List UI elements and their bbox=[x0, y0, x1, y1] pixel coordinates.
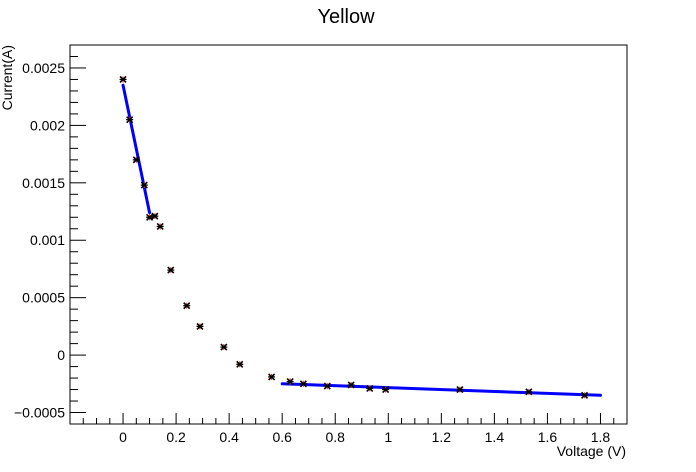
data-point bbox=[146, 213, 154, 221]
x-axis-ticks: 0 0.2 0.4 0.6 0.8 1 1.2 1.4 1.6 1.8 bbox=[69, 413, 628, 445]
y-tick-label: 0.001 bbox=[30, 232, 65, 248]
y-tick-label: 0.0015 bbox=[22, 175, 65, 191]
data-point bbox=[268, 373, 276, 381]
data-point bbox=[126, 116, 134, 124]
y-tick-label: −0.0005 bbox=[14, 405, 65, 421]
x-tick-label: 0.6 bbox=[272, 429, 292, 445]
fit-line bbox=[121, 83, 152, 215]
data-point bbox=[196, 322, 204, 330]
data-point bbox=[323, 382, 331, 390]
data-point bbox=[456, 385, 464, 394]
x-tick-label: 1 bbox=[384, 429, 392, 445]
data-point bbox=[366, 384, 374, 392]
x-tick-label: 1.8 bbox=[591, 429, 611, 445]
plot-frame bbox=[69, 44, 628, 425]
x-tick-label: 0.4 bbox=[219, 429, 239, 445]
y-tick-label: 0.0025 bbox=[22, 60, 65, 76]
data-point bbox=[220, 343, 228, 351]
data-point bbox=[580, 391, 589, 399]
data-point bbox=[119, 75, 127, 84]
data-point bbox=[132, 156, 140, 164]
y-tick-label: 0.002 bbox=[30, 117, 65, 133]
x-tick-label: 1.4 bbox=[485, 429, 505, 445]
data-point bbox=[151, 212, 159, 220]
data-point bbox=[183, 302, 191, 310]
data-point bbox=[382, 385, 390, 394]
fit-lines bbox=[121, 83, 602, 397]
data-point bbox=[286, 377, 294, 386]
chart-title: Yellow bbox=[317, 6, 375, 28]
y-tick-label: 0.0005 bbox=[22, 290, 65, 306]
x-tick-label: 0.8 bbox=[326, 429, 346, 445]
data-point bbox=[167, 266, 175, 274]
data-point bbox=[525, 388, 533, 396]
fit-line bbox=[280, 382, 602, 397]
x-tick-label: 0 bbox=[119, 429, 127, 445]
data-point bbox=[347, 381, 355, 389]
y-axis-title: Current(A) bbox=[0, 45, 15, 110]
data-point bbox=[299, 380, 307, 388]
data-point bbox=[140, 181, 148, 189]
data-point bbox=[236, 360, 244, 368]
data-points bbox=[119, 75, 589, 399]
x-tick-label: 1.2 bbox=[432, 429, 452, 445]
x-tick-label: 0.2 bbox=[166, 429, 186, 445]
y-tick-label: 0 bbox=[57, 347, 65, 363]
data-point bbox=[156, 222, 164, 231]
x-axis-title: Voltage (V) bbox=[557, 443, 626, 459]
x-tick-label: 1.6 bbox=[538, 429, 558, 445]
y-axis-ticks: −0.0005 0 0.0005 0.001 0.0015 0.002 0.0025 bbox=[14, 44, 86, 421]
